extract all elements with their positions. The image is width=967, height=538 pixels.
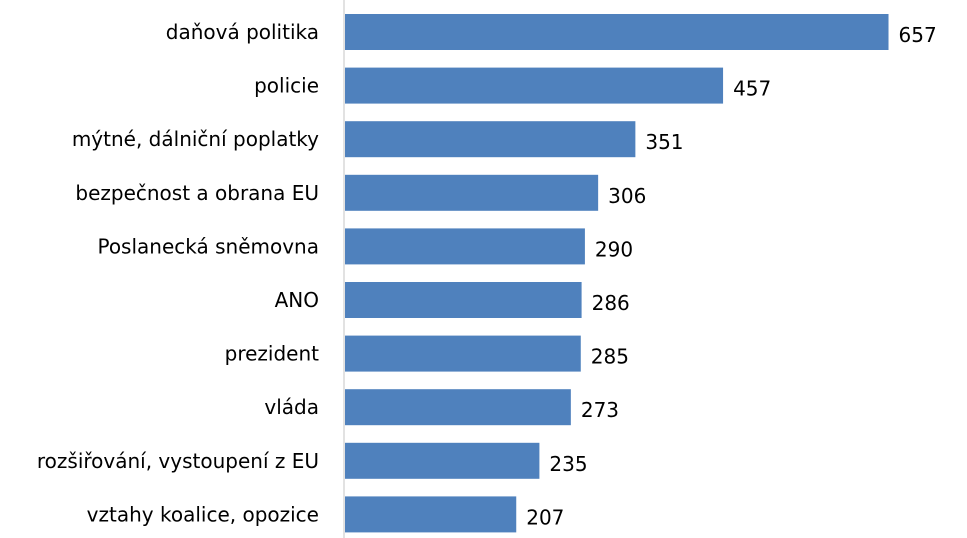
- category-label: bezpečnost a obrana EU: [75, 181, 319, 205]
- value-label: 351: [645, 130, 683, 154]
- bar: [345, 228, 585, 265]
- bar: [345, 121, 636, 158]
- category-label: ANO: [275, 288, 319, 312]
- bar: [345, 335, 581, 372]
- value-label: 286: [592, 291, 630, 315]
- value-labels-group: 657 457 351 306 290 286 285 273 235 207: [526, 23, 936, 529]
- value-label: 290: [595, 237, 633, 261]
- category-label: vztahy koalice, opozice: [87, 502, 319, 526]
- bar: [345, 67, 724, 104]
- category-label: policie: [254, 74, 319, 98]
- value-label: 306: [608, 184, 646, 208]
- value-label: 657: [899, 23, 937, 47]
- value-label: 285: [591, 345, 629, 369]
- bar: [345, 496, 517, 533]
- category-label: Poslanecká sněmovna: [97, 234, 319, 258]
- value-label: 235: [549, 452, 587, 476]
- bar: [345, 282, 582, 318]
- category-label: prezident: [225, 342, 320, 366]
- bar: [345, 14, 889, 50]
- value-label: 273: [581, 398, 619, 422]
- category-label: vláda: [264, 395, 319, 419]
- value-label: 207: [526, 505, 564, 529]
- category-labels-group: daňová politika policie mýtné, dálniční po…: [37, 20, 319, 526]
- bars-group: [345, 14, 889, 533]
- category-label: daňová politika: [166, 20, 319, 44]
- bar: [345, 174, 599, 211]
- value-label: 457: [733, 77, 771, 101]
- category-label: rozšiřování, vystoupení z EU: [37, 449, 319, 473]
- bar: [345, 389, 571, 426]
- category-label: mýtné, dálniční poplatky: [72, 127, 319, 151]
- bar: [345, 442, 540, 479]
